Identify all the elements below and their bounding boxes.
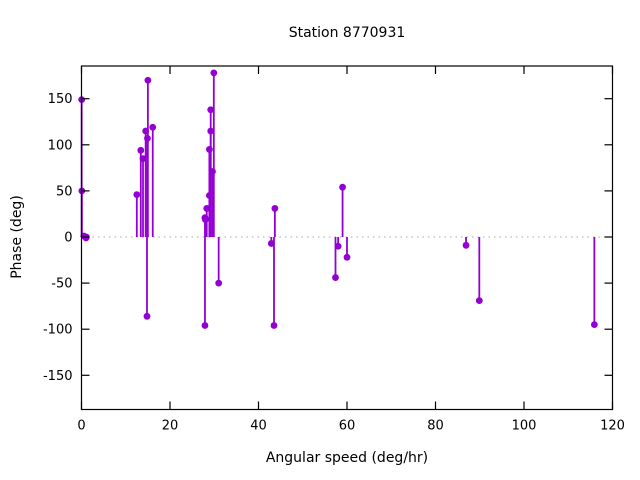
data-point xyxy=(209,168,216,175)
x-tick-label: 20 xyxy=(162,419,179,434)
data-point xyxy=(334,242,342,250)
data-point xyxy=(270,322,278,329)
data-point xyxy=(332,274,339,281)
data-point xyxy=(201,322,209,329)
y-tick-label: 150 xyxy=(48,92,73,107)
data-point xyxy=(462,241,470,249)
x-tick-label: 40 xyxy=(250,419,267,434)
data-point xyxy=(202,216,209,223)
chart-title: Station 8770931 xyxy=(288,25,406,41)
data-point xyxy=(207,106,215,114)
y-tick-label: -50 xyxy=(51,277,72,292)
x-tick-label: 60 xyxy=(339,419,356,434)
y-tick-label: 50 xyxy=(56,184,73,199)
data-point xyxy=(343,253,351,261)
x-axis-label: Angular speed (deg/hr) xyxy=(265,450,429,466)
data-point xyxy=(139,155,147,163)
x-tick-label: 100 xyxy=(512,419,537,434)
y-tick-label: 100 xyxy=(48,138,73,153)
data-point xyxy=(144,76,152,84)
data-point xyxy=(210,69,218,77)
y-tick-label: 0 xyxy=(64,231,72,246)
x-tick-label: 80 xyxy=(427,419,444,434)
data-point xyxy=(271,205,279,212)
data-point xyxy=(149,123,157,131)
data-point xyxy=(133,191,141,198)
data-point xyxy=(203,205,211,212)
x-tick-label: 0 xyxy=(77,419,85,434)
data-point xyxy=(267,240,275,247)
x-tick-label: 120 xyxy=(600,419,625,434)
data-point xyxy=(137,146,145,154)
data-point xyxy=(143,312,151,320)
data-point xyxy=(475,297,483,305)
data-point xyxy=(215,279,223,287)
y-tick-label: -150 xyxy=(43,369,73,384)
data-point xyxy=(590,321,598,328)
data-point xyxy=(205,146,213,153)
y-tick-label: -100 xyxy=(43,323,73,338)
data-point xyxy=(207,127,215,135)
y-axis-label: Phase (deg) xyxy=(9,195,25,279)
data-point xyxy=(339,183,346,191)
